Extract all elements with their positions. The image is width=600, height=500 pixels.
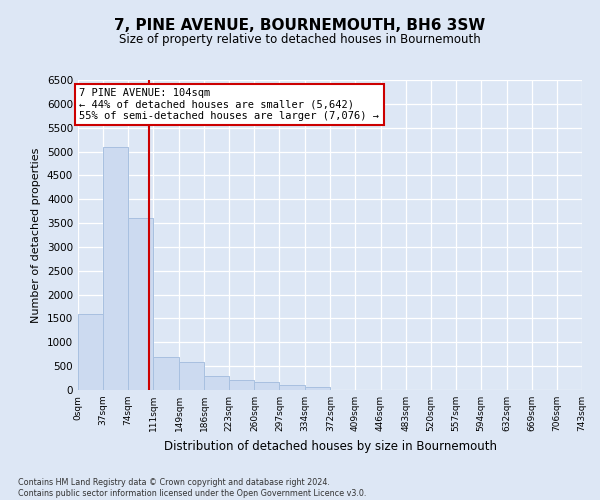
Bar	[204, 376, 229, 390]
Text: Contains HM Land Registry data © Crown copyright and database right 2024.
Contai: Contains HM Land Registry data © Crown c…	[18, 478, 367, 498]
Text: 7, PINE AVENUE, BOURNEMOUTH, BH6 3SW: 7, PINE AVENUE, BOURNEMOUTH, BH6 3SW	[115, 18, 485, 32]
Y-axis label: Number of detached properties: Number of detached properties	[31, 148, 41, 322]
Text: 7 PINE AVENUE: 104sqm
← 44% of detached houses are smaller (5,642)
55% of semi-d: 7 PINE AVENUE: 104sqm ← 44% of detached …	[79, 88, 379, 121]
Bar	[280, 385, 305, 390]
Bar	[103, 147, 128, 390]
Bar	[78, 314, 103, 390]
Bar	[153, 356, 179, 390]
Bar	[229, 380, 254, 390]
Bar	[179, 362, 204, 390]
Bar	[128, 218, 153, 390]
Bar	[305, 387, 331, 390]
X-axis label: Distribution of detached houses by size in Bournemouth: Distribution of detached houses by size …	[163, 440, 497, 452]
Text: Size of property relative to detached houses in Bournemouth: Size of property relative to detached ho…	[119, 32, 481, 46]
Bar	[254, 382, 280, 390]
